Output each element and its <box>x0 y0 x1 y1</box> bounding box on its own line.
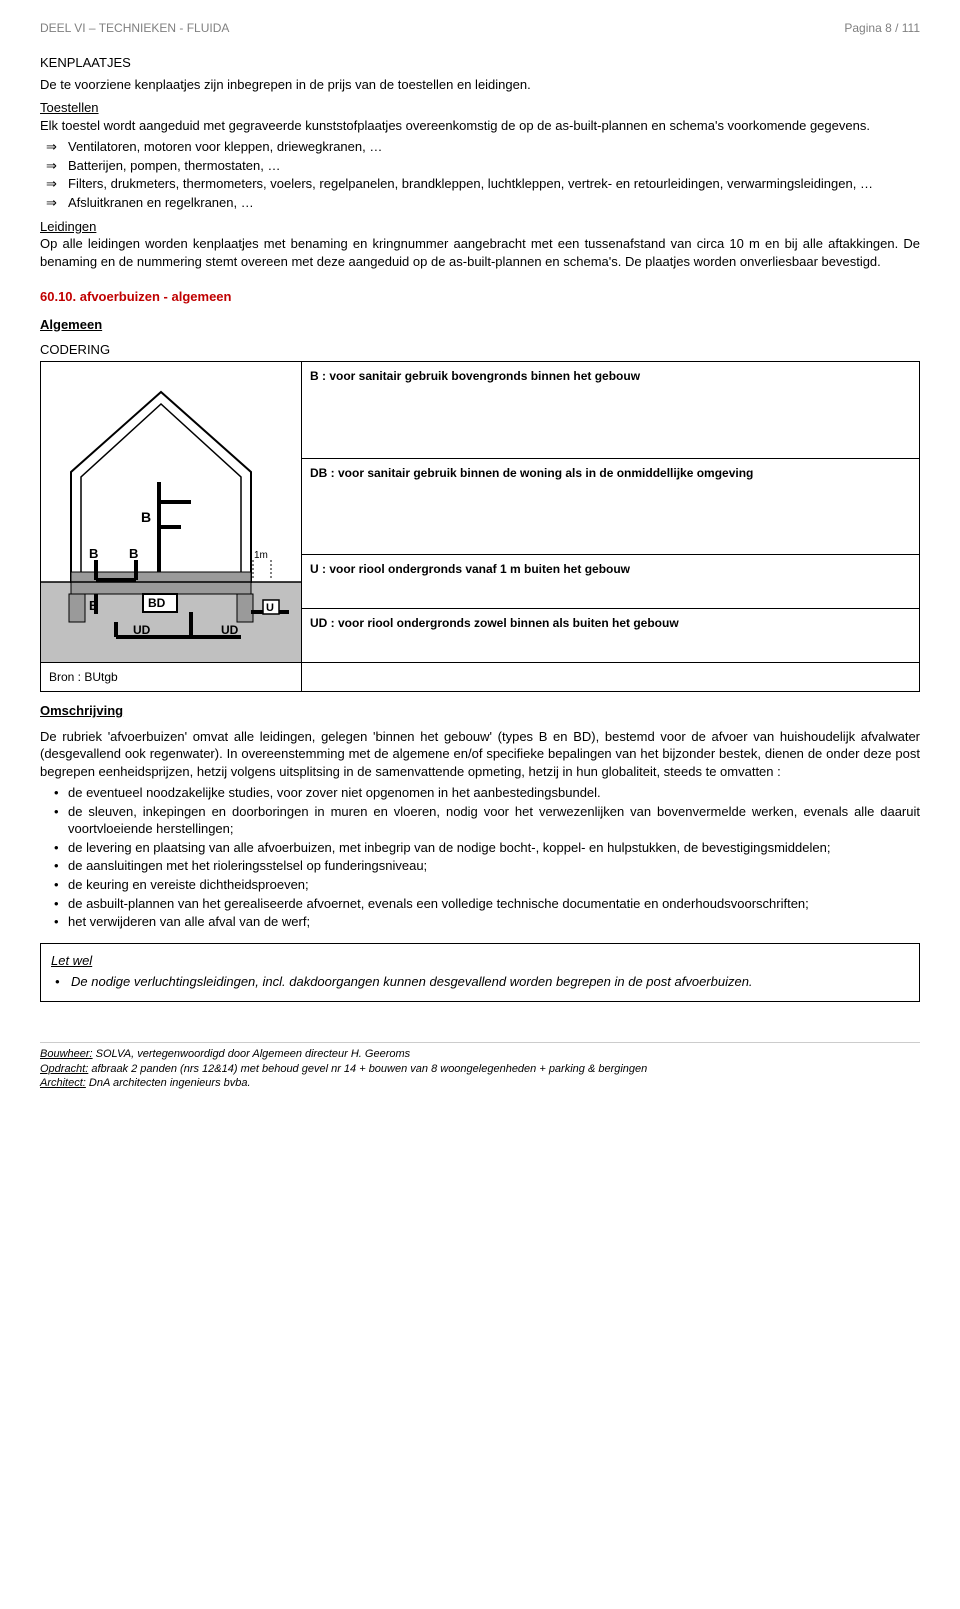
codering-table: B B B B BD UD <box>40 361 920 692</box>
bullet-item: de eventueel noodzakelijke studies, voor… <box>54 784 920 802</box>
codering-row-b: B : voor sanitair gebruik bovengronds bi… <box>302 361 920 458</box>
svg-text:BD: BD <box>148 596 166 610</box>
kenplaatjes-title: KENPLAATJES <box>40 54 920 72</box>
svg-text:UD: UD <box>221 623 239 637</box>
arrow-item: Ventilatoren, motoren voor kleppen, drie… <box>68 138 920 156</box>
omschrijving-intro: De rubriek 'afvoerbuizen' omvat alle lei… <box>40 728 920 781</box>
codering-ud-text: UD : voor riool ondergronds zowel binnen… <box>310 616 679 630</box>
svg-text:B: B <box>129 546 138 561</box>
bullet-item: de keuring en vereiste dichtheidsproeven… <box>54 876 920 894</box>
bullet-item: het verwijderen van alle afval van de we… <box>54 913 920 931</box>
footer-l2-label: Opdracht: <box>40 1063 88 1075</box>
page-header: DEEL VI – TECHNIEKEN - FLUIDA Pagina 8 /… <box>40 20 920 36</box>
header-left: DEEL VI – TECHNIEKEN - FLUIDA <box>40 20 229 36</box>
codering-label: CODERING <box>40 341 920 359</box>
arrow-item: Afsluitkranen en regelkranen, … <box>68 194 920 212</box>
kenplaatjes-intro: De te voorziene kenplaatjes zijn inbegre… <box>40 76 920 94</box>
footer-l2-text: afbraak 2 panden (nrs 12&14) met behoud … <box>88 1063 647 1075</box>
bron-cell: Bron : BUtgb <box>41 662 302 691</box>
arrow-item: Filters, drukmeters, thermometers, voele… <box>68 175 920 193</box>
codering-row-u: U : voor riool ondergronds vanaf 1 m bui… <box>302 555 920 609</box>
omschrijving-heading: Omschrijving <box>40 702 920 720</box>
omschrijving-bullets: de eventueel noodzakelijke studies, voor… <box>40 784 920 930</box>
section-6010-heading: 60.10. afvoerbuizen - algemeen <box>40 288 920 306</box>
building-diagram: B B B B BD UD <box>41 362 301 662</box>
bullet-item: de asbuilt-plannen van het gerealiseerde… <box>54 895 920 913</box>
svg-text:B: B <box>89 546 98 561</box>
codering-u-text: U : voor riool ondergronds vanaf 1 m bui… <box>310 562 630 576</box>
svg-text:1m: 1m <box>254 550 268 561</box>
bullet-item: de sleuven, inkepingen en doorboringen i… <box>54 803 920 838</box>
svg-text:B: B <box>89 598 98 613</box>
bullet-item: de aansluitingen met het rioleringsstels… <box>54 857 920 875</box>
codering-row-ud: UD : voor riool ondergronds zowel binnen… <box>302 609 920 663</box>
page-footer: Bouwheer: SOLVA, vertegenwoordigd door A… <box>40 1042 920 1092</box>
letwel-item: De nodige verluchtingsleidingen, incl. d… <box>55 973 909 991</box>
leidingen-text: Op alle leidingen worden kenplaatjes met… <box>40 235 920 270</box>
footer-l3-label: Architect: <box>40 1077 86 1089</box>
leidingen-label: Leidingen <box>40 218 920 236</box>
svg-text:UD: UD <box>133 623 151 637</box>
codering-db-text: DB : voor sanitair gebruik binnen de won… <box>310 466 753 480</box>
algemeen-heading: Algemeen <box>40 316 920 334</box>
codering-b-text: B : voor sanitair gebruik bovengronds bi… <box>310 369 640 383</box>
bron-empty <box>302 662 920 691</box>
letwel-box: Let wel De nodige verluchtingsleidingen,… <box>40 943 920 1002</box>
bullet-item: de levering en plaatsing van alle afvoer… <box>54 839 920 857</box>
toestellen-arrow-list: Ventilatoren, motoren voor kleppen, drie… <box>40 138 920 211</box>
letwel-title: Let wel <box>51 952 909 970</box>
footer-l1-text: SOLVA, vertegenwoordigd door Algemeen di… <box>93 1048 411 1060</box>
toestellen-label: Toestellen <box>40 99 920 117</box>
diagram-label-B: B <box>141 509 151 525</box>
footer-l3-text: DnA architecten ingenieurs bvba. <box>86 1077 251 1089</box>
codering-row-db: DB : voor sanitair gebruik binnen de won… <box>302 458 920 555</box>
diagram-cell: B B B B BD UD <box>41 361 302 662</box>
svg-text:U: U <box>266 602 274 614</box>
arrow-item: Batterijen, pompen, thermostaten, … <box>68 157 920 175</box>
toestellen-text: Elk toestel wordt aangeduid met gegravee… <box>40 117 920 135</box>
footer-l1-label: Bouwheer: <box>40 1048 93 1060</box>
header-right: Pagina 8 / 111 <box>844 20 920 36</box>
